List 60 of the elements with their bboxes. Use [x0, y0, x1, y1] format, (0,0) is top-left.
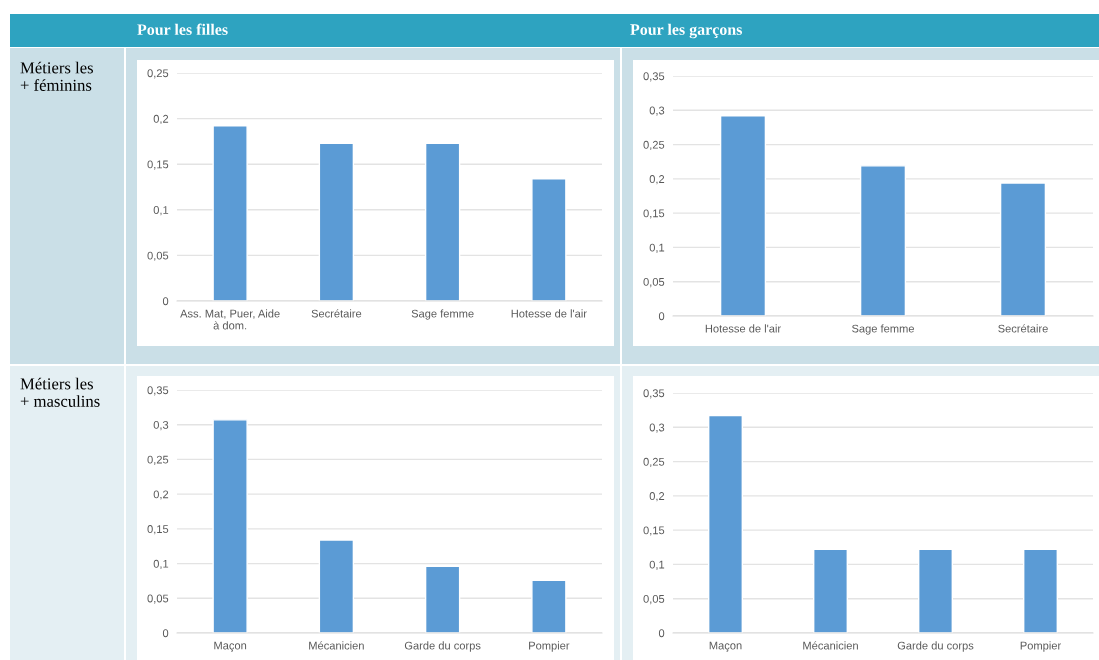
x-tick-label: Hotesse de l'air [511, 309, 587, 318]
x-tick-label: Secrétaire [998, 324, 1048, 333]
bar [212, 125, 248, 301]
x-tick-label: Pompier [1020, 641, 1061, 652]
text: Pour les garçons [630, 23, 743, 39]
y-tick-label: 0,35 [643, 72, 665, 82]
y-tick-label: 0 [162, 629, 169, 638]
y-tick-label: 0,05 [643, 594, 665, 605]
x-tick-label: Sage femme [852, 324, 915, 335]
y-tick-label: 0,3 [153, 420, 169, 431]
y-tick-label: 0,2 [649, 492, 665, 502]
y-tick-label: 0,25 [147, 455, 169, 465]
y-tick-label: 0,15 [643, 526, 665, 536]
bar [859, 165, 907, 316]
bar [318, 539, 355, 633]
bar [318, 142, 355, 301]
y-tick-label: 0,1 [649, 243, 665, 253]
y-tick-label: 0 [162, 297, 169, 306]
y-tick-label: 0,15 [643, 209, 665, 219]
bar [424, 142, 461, 301]
y-tick-label: 0,25 [643, 140, 665, 151]
x-tick-label: Pompier [529, 641, 570, 652]
text: Pour les filles [137, 23, 228, 36]
x-tick-label: Secrétaire [311, 309, 362, 318]
y-tick-label: 0,25 [643, 457, 665, 468]
y-tick-label: 0,05 [147, 594, 169, 604]
y-tick-label: 0,2 [153, 114, 169, 125]
y-tick-label: 0,05 [643, 277, 665, 288]
x-tick-label: Maçon [214, 641, 247, 652]
bar [212, 419, 248, 633]
x-tick-label: Garde du corps [404, 641, 481, 652]
y-tick-label: 0,2 [649, 175, 665, 185]
bar [999, 182, 1047, 316]
y-tick-label: 0,1 [153, 206, 169, 216]
y-tick-label: 0,3 [649, 423, 665, 433]
y-tick-label: 0,2 [153, 490, 169, 500]
y-tick-label: 0 [658, 312, 665, 321]
x-tick-label: Mécanicien [309, 641, 364, 650]
x-tick-label: Maçon [709, 641, 742, 652]
y-tick-label: 0,35 [643, 389, 665, 399]
y-tick-label: 0,35 [147, 386, 169, 396]
y-tick-label: 0,25 [147, 69, 169, 79]
text: Métiers les + masculins [20, 377, 100, 407]
y-tick-label: 0,05 [147, 251, 169, 261]
y-tick-label: 0,15 [147, 525, 169, 535]
y-tick-label: 0,15 [147, 160, 169, 170]
x-tick-label: Garde du corps [897, 641, 974, 652]
x-tick-label: Mécanicien [803, 641, 858, 650]
y-tick-label: 0,1 [153, 559, 169, 570]
x-tick-label: Ass. Mat, Puer, Aide à dom. [180, 309, 280, 330]
bar [424, 565, 461, 633]
bar [719, 115, 767, 316]
y-tick-label: 0 [658, 629, 665, 638]
x-tick-label: Hotesse de l'air [705, 324, 781, 333]
y-tick-label: 0,1 [649, 560, 665, 570]
x-tick-label: Sage femme [411, 309, 474, 320]
bar [531, 579, 567, 633]
y-tick-label: 0,3 [649, 106, 665, 116]
text: Métiers les + féminins [20, 61, 93, 91]
bar [531, 178, 567, 301]
